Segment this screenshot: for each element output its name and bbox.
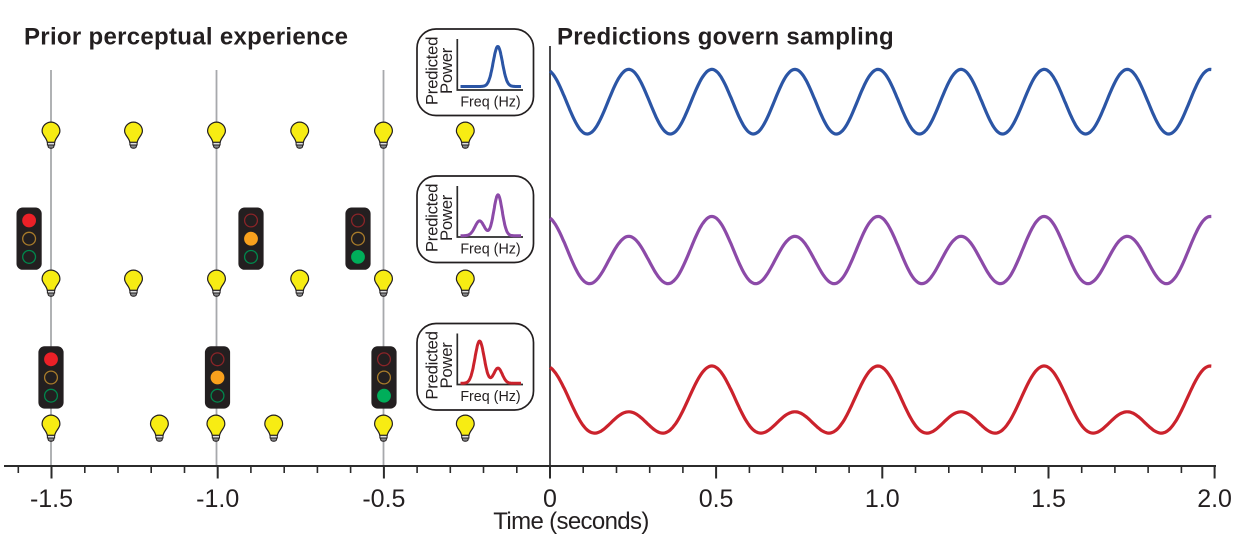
svg-text:Predictions govern sampling: Predictions govern sampling xyxy=(557,24,894,51)
svg-text:Power: Power xyxy=(437,194,456,241)
svg-text:Power: Power xyxy=(437,342,456,389)
svg-text:Freq (Hz): Freq (Hz) xyxy=(460,95,520,111)
svg-text:-0.5: -0.5 xyxy=(362,485,405,513)
svg-text:Freq (Hz): Freq (Hz) xyxy=(460,389,520,405)
svg-text:0: 0 xyxy=(543,485,557,513)
svg-text:Prior perceptual experience: Prior perceptual experience xyxy=(24,24,348,51)
svg-text:2.0: 2.0 xyxy=(1197,485,1232,513)
svg-text:Freq (Hz): Freq (Hz) xyxy=(460,242,520,258)
svg-text:Predicted: Predicted xyxy=(422,184,441,252)
svg-text:Power: Power xyxy=(437,47,456,94)
svg-text:1.0: 1.0 xyxy=(865,485,900,513)
svg-text:-1.0: -1.0 xyxy=(196,485,239,513)
svg-text:1.5: 1.5 xyxy=(1031,485,1066,513)
svg-text:-1.5: -1.5 xyxy=(30,485,73,513)
svg-text:0.5: 0.5 xyxy=(699,485,734,513)
svg-text:Predicted: Predicted xyxy=(422,331,441,399)
svg-text:Predicted: Predicted xyxy=(422,37,441,105)
svg-text:Time (seconds): Time (seconds) xyxy=(493,508,648,535)
